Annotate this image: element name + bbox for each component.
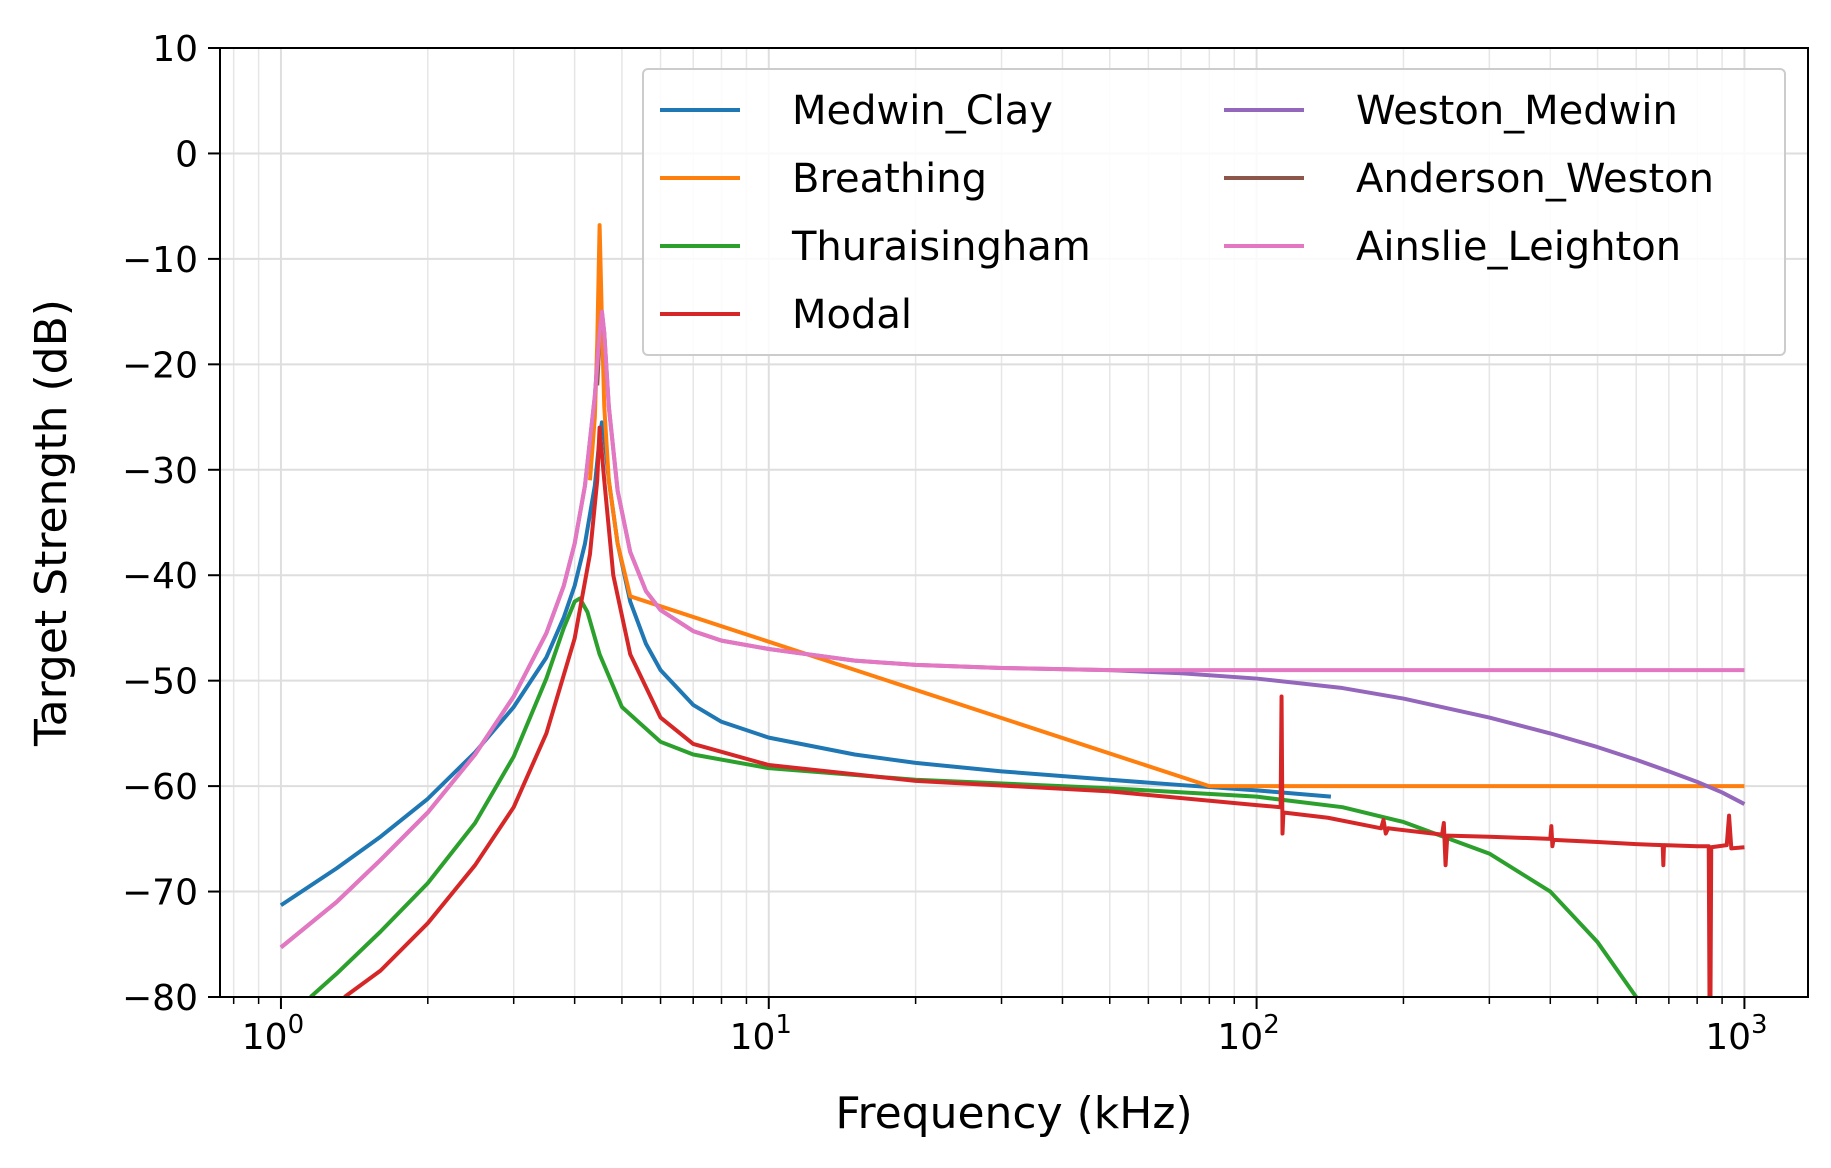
x-tick-label: 103	[1705, 1010, 1767, 1058]
y-tick-label: −80	[122, 978, 198, 1019]
x-axis-label: Frequency (kHz)	[835, 1088, 1192, 1139]
series-line-modal	[343, 425, 1745, 997]
legend-label: Ainslie_Leighton	[1356, 224, 1681, 270]
legend-item: Thuraisingham	[660, 224, 1091, 270]
y-tick-label: −60	[122, 767, 198, 808]
legend-item: Anderson_Weston	[1224, 156, 1714, 202]
legend-label: Modal	[792, 292, 912, 338]
y-tick-label: 10	[152, 29, 198, 70]
legend-item: Breathing	[660, 156, 987, 202]
x-tick-label: 102	[1217, 1010, 1279, 1058]
legend-item: Weston_Medwin	[1224, 88, 1678, 134]
legend-label: Weston_Medwin	[1356, 88, 1678, 134]
y-tick-label: −50	[122, 662, 198, 703]
x-tick-label: 100	[242, 1010, 304, 1058]
legend-item: Medwin_Clay	[660, 88, 1053, 134]
y-tick-label: 0	[175, 134, 198, 175]
y-axis-label: Target Strength (dB)	[26, 299, 77, 747]
legend-label: Thuraisingham	[791, 224, 1091, 270]
legend-box	[642, 68, 1786, 356]
y-tick-label: −70	[122, 873, 198, 914]
series-lines	[279, 223, 1746, 997]
y-tick-label: −10	[122, 240, 198, 281]
y-tick-label: −40	[122, 556, 198, 597]
series-line-ainslie-leighton	[279, 309, 1745, 949]
y-tick-label: −20	[122, 345, 198, 386]
legend: Medwin_Clay Breathing Thuraisingham Modal We…	[642, 68, 1786, 356]
legend-item: Modal	[660, 292, 912, 338]
legend-label: Medwin_Clay	[792, 88, 1053, 134]
y-tick-label: −30	[122, 451, 198, 492]
legend-label: Anderson_Weston	[1356, 156, 1714, 202]
x-tick-label: 101	[730, 1010, 792, 1058]
legend-item: Ainslie_Leighton	[1224, 224, 1681, 270]
series-line-thuraisingham	[309, 596, 1638, 997]
legend-label: Breathing	[792, 156, 987, 202]
axes-frame	[219, 47, 1809, 998]
